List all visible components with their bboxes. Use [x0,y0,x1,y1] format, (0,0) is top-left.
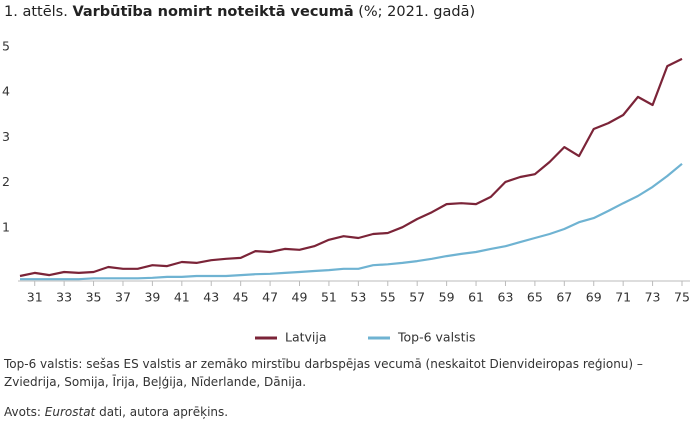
x-tick-label: 43 [203,290,219,305]
y-tick-label: 3 [2,129,10,144]
x-tick-label: 55 [380,290,396,305]
x-tick-label: 69 [586,290,602,305]
title-main: Varbūtība nomirt noteiktā vecumā [72,4,354,20]
x-tick-label: 47 [262,290,278,305]
footnote: Top-6 valstis: sešas ES valstis ar zemāk… [4,357,643,389]
x-tick-label: 59 [439,290,455,305]
x-tick-label: 61 [468,290,484,305]
x-tick-label: 45 [233,290,249,305]
legend-label: Latvija [285,330,327,345]
title-suffix: (%; 2021. gadā) [358,4,476,20]
y-tick-label: 2 [2,174,10,189]
y-tick-label: 5 [2,38,10,53]
x-tick-label: 67 [556,290,572,305]
x-tick-label: 37 [115,290,131,305]
source: Avots: Eurostat dati, autora aprēķins. [4,403,228,421]
title-prefix: 1. attēls. [4,4,68,20]
source-suffix: dati, autora aprēķins. [99,405,229,419]
y-tick-label: 1 [2,219,10,234]
x-tick-label: 75 [674,290,690,305]
source-name: Eurostat [44,405,96,419]
x-tick-label: 71 [615,290,631,305]
x-tick-label: 41 [174,290,190,305]
x-tick-label: 31 [27,290,43,305]
legend-label: Top-6 valstis [397,330,475,345]
y-tick-label: 4 [2,84,10,99]
x-tick-label: 33 [56,290,72,305]
x-tick-label: 73 [645,290,661,305]
title: 1. attēls. Varbūtība nomirt noteiktā vec… [4,4,475,20]
series-line [19,57,683,278]
source-prefix: Avots: [4,405,41,419]
x-tick-label: 39 [144,290,160,305]
x-tick-label: 35 [86,290,102,305]
x-tick-label: 57 [409,290,425,305]
x-tick-label: 51 [321,290,337,305]
series-line [20,162,683,281]
x-tick-label: 53 [350,290,366,305]
x-tick-label: 63 [498,290,514,305]
x-tick-label: 65 [527,290,543,305]
x-tick-label: 49 [292,290,308,305]
